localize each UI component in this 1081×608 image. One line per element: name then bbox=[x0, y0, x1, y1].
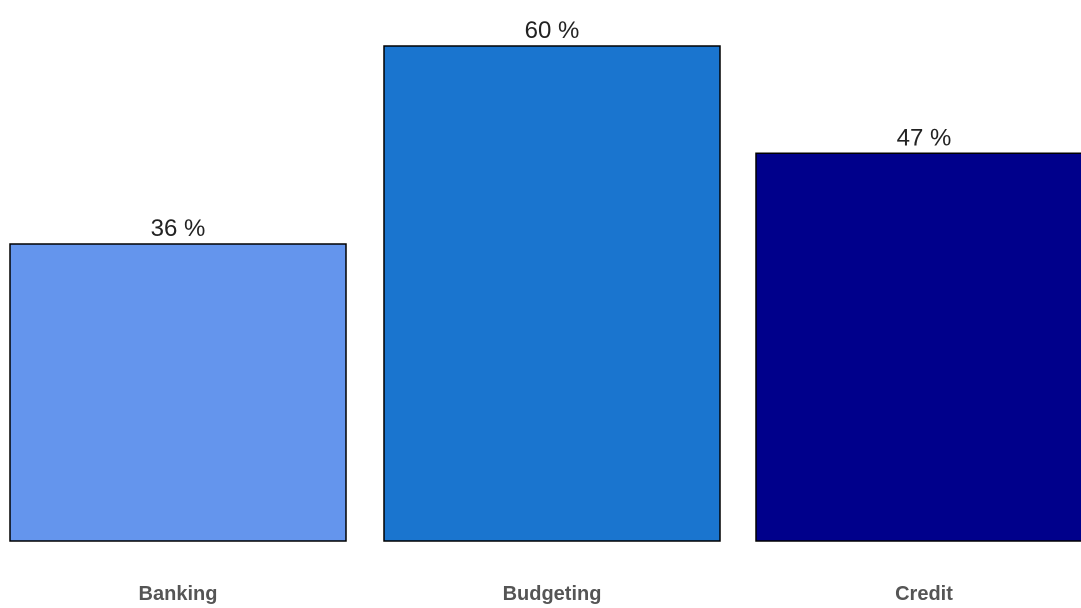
category-labels-layer: Banking Budgeting Credit bbox=[139, 583, 954, 605]
bar-banking bbox=[10, 244, 346, 541]
data-label-budgeting: 60 % bbox=[525, 17, 580, 44]
category-label-budgeting: Budgeting bbox=[503, 583, 602, 605]
data-label-credit: 47 % bbox=[897, 124, 952, 151]
bars-layer bbox=[10, 46, 1081, 541]
data-label-banking: 36 % bbox=[151, 215, 206, 242]
bar-credit bbox=[756, 153, 1081, 541]
category-label-banking: Banking bbox=[139, 583, 218, 605]
bar-budgeting bbox=[384, 46, 720, 541]
category-label-credit: Credit bbox=[895, 583, 953, 605]
